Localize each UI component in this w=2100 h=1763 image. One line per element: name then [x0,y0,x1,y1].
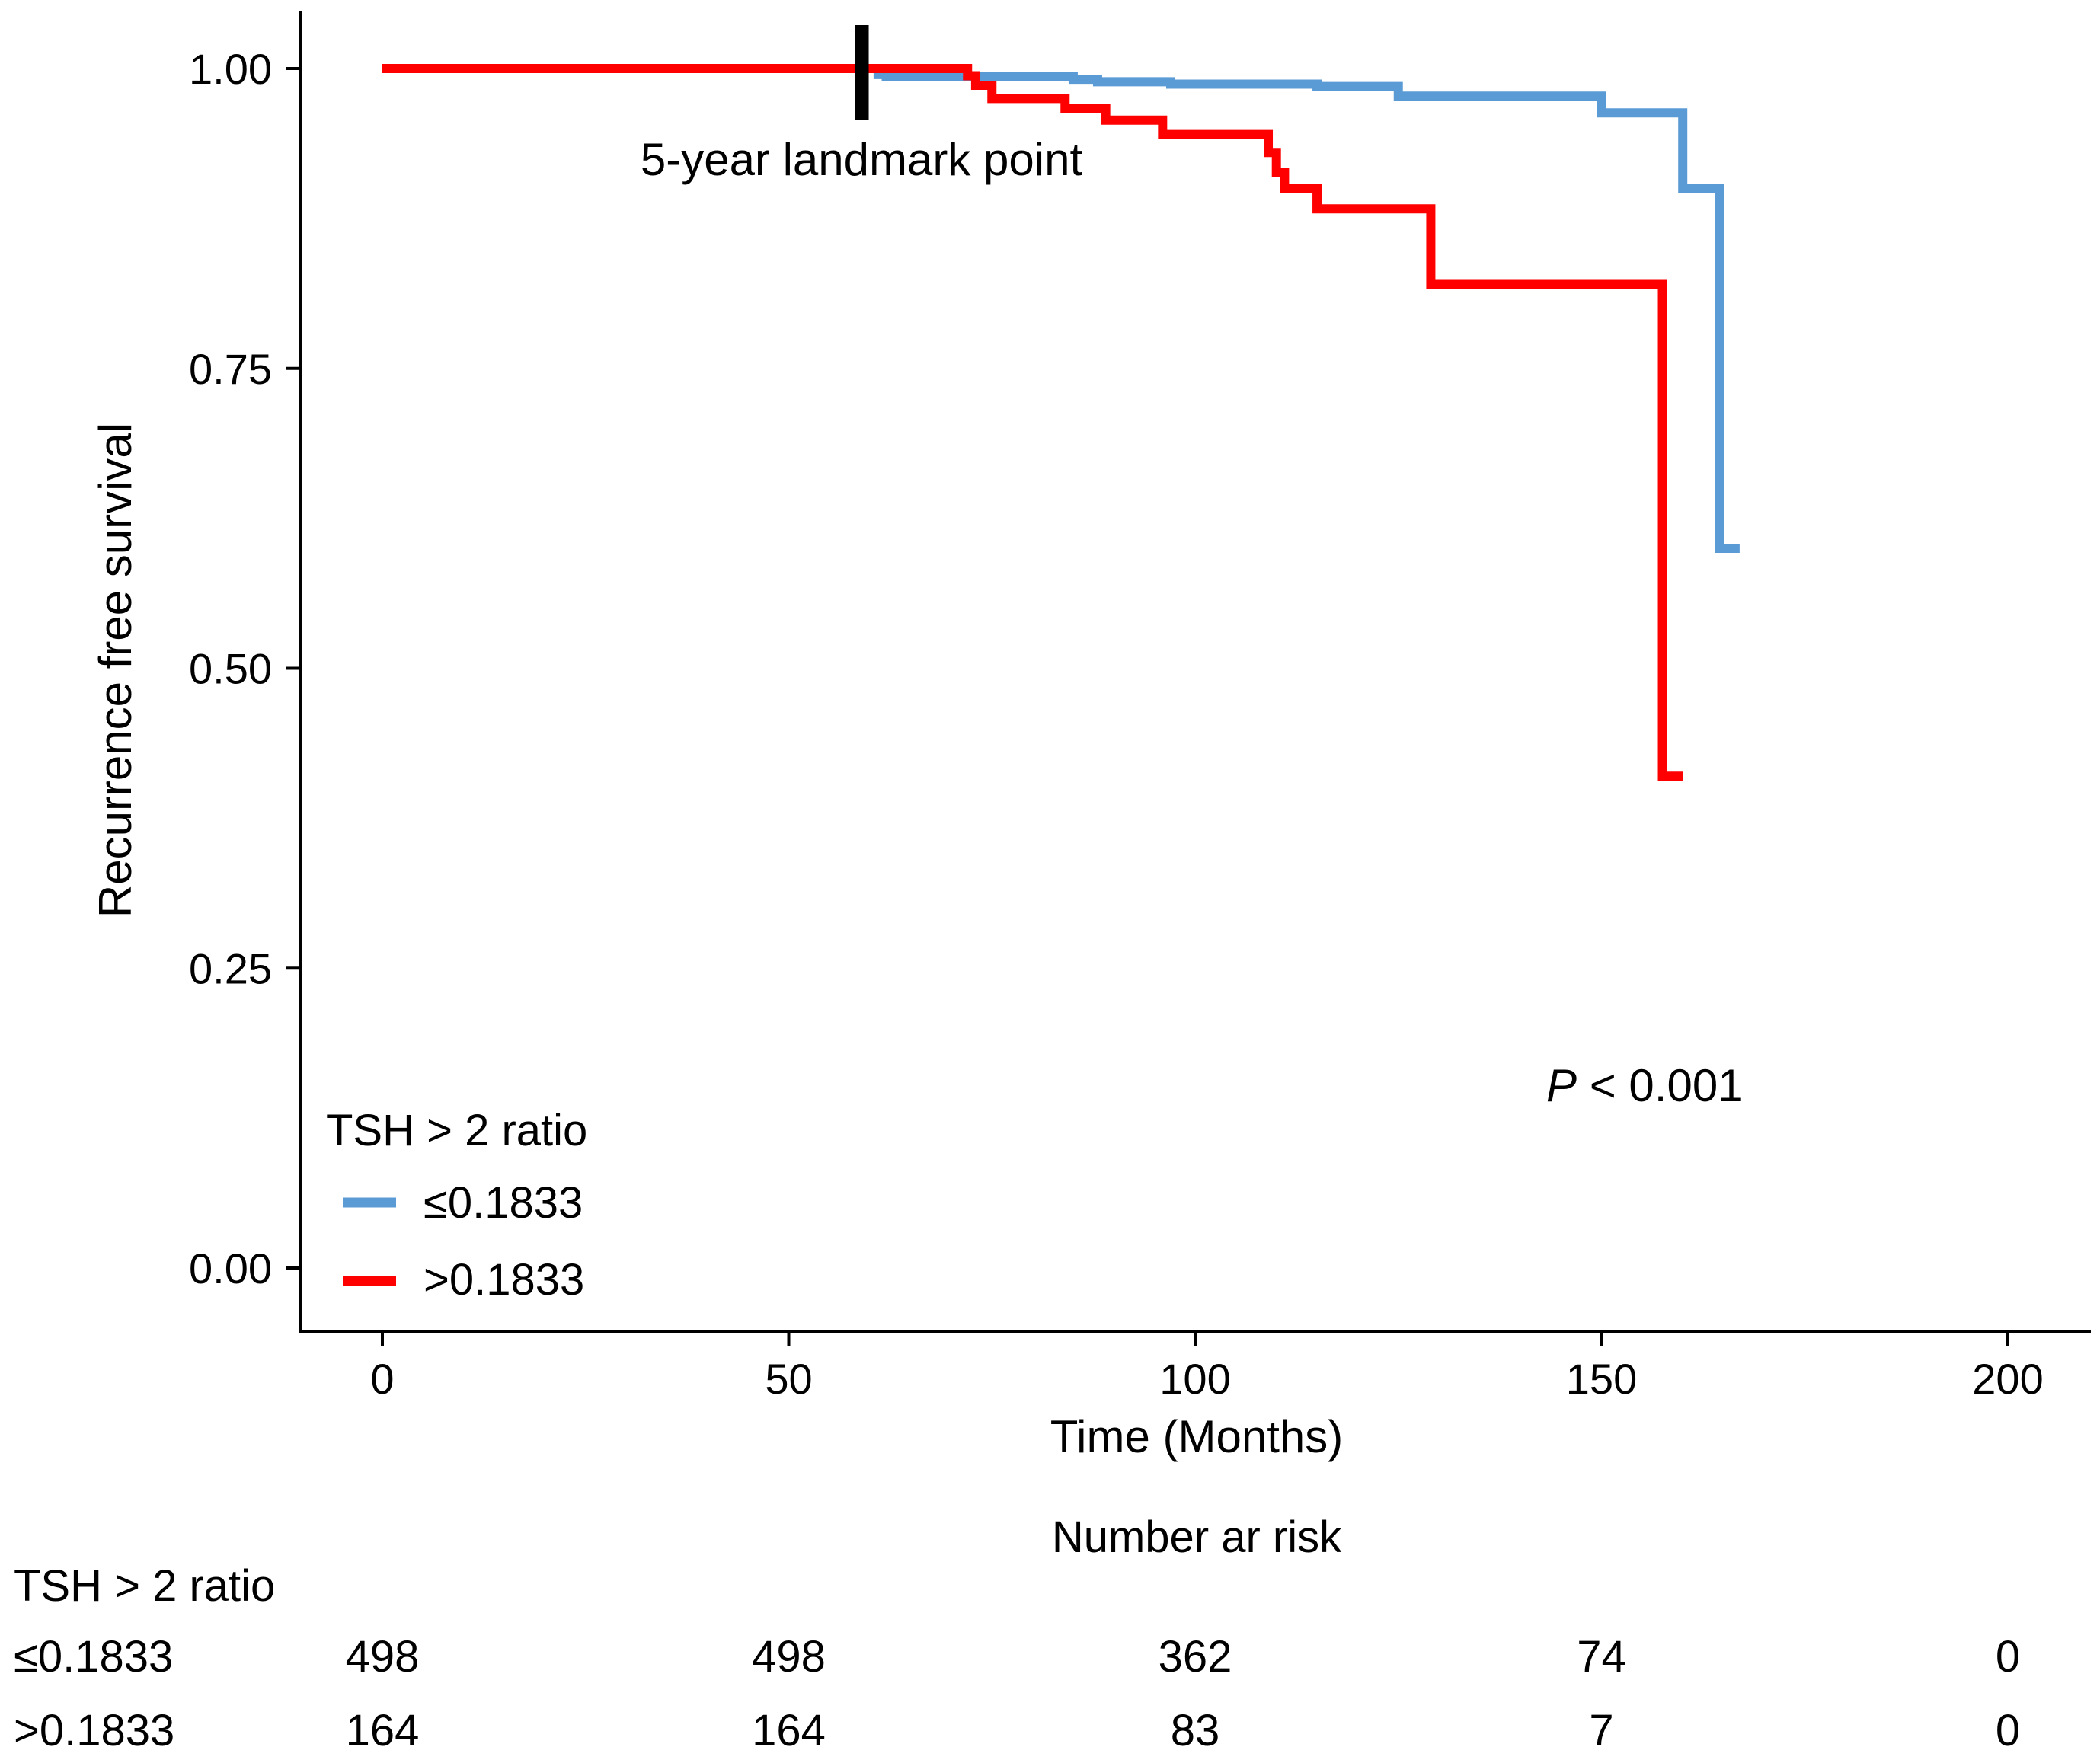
risk-cell: 74 [1577,1632,1626,1682]
x-tick-label: 200 [1972,1355,2043,1403]
landmark-label: 5-year landmark point [641,134,1083,185]
legend: TSH > 2 ratio ≤0.1833 >0.1833 [326,1106,587,1305]
risk-table-title: Number ar risk [1052,1512,1342,1562]
y-tick-label: 1.00 [189,45,272,93]
risk-cell: 83 [1171,1706,1220,1755]
risk-cell: 164 [752,1706,826,1755]
x-tick-label: 0 [370,1355,394,1403]
y-ticks: 0.00 0.25 0.50 0.75 1.00 [189,45,301,1292]
risk-cell: 0 [1996,1706,2020,1755]
y-tick-label: 0.25 [189,944,272,992]
risk-cell: 498 [346,1632,420,1682]
legend-label-low: ≤0.1833 [424,1178,583,1228]
y-tick-label: 0.75 [189,345,272,393]
survival-curves [382,64,1740,781]
legend-label-high: >0.1833 [424,1255,584,1305]
risk-cell: 7 [1589,1706,1613,1755]
risk-row-label-low: ≤0.1833 [14,1632,173,1682]
risk-cell: 498 [752,1632,826,1682]
x-axis-title: Time (Months) [1050,1411,1344,1462]
x-tick-label: 50 [765,1355,812,1403]
y-tick-label: 0.50 [189,645,272,693]
y-axis-title: Recurrence free survival [90,423,141,918]
curve-low-ratio [382,64,1740,553]
risk-cell: 0 [1996,1632,2020,1682]
risk-cells: 498 498 362 74 0 164 164 83 7 0 [346,1632,2021,1755]
risk-table: Number ar risk TSH > 2 ratio ≤0.1833 >0.… [14,1512,2020,1755]
risk-table-group-label: TSH > 2 ratio [14,1561,275,1611]
x-ticks: 0 50 100 150 200 [370,1331,2044,1403]
legend-title: TSH > 2 ratio [326,1106,587,1155]
x-tick-label: 100 [1159,1355,1230,1403]
y-tick-label: 0.00 [189,1244,272,1292]
curve-high-ratio [382,64,1683,781]
p-value: P < 0.001 [1546,1060,1744,1111]
risk-cell: 362 [1159,1632,1232,1682]
p-value-symbol: P [1546,1060,1577,1111]
p-value-text: < 0.001 [1577,1060,1744,1111]
risk-row-label-high: >0.1833 [14,1706,174,1755]
x-tick-label: 150 [1566,1355,1637,1403]
risk-cell: 164 [346,1706,420,1755]
